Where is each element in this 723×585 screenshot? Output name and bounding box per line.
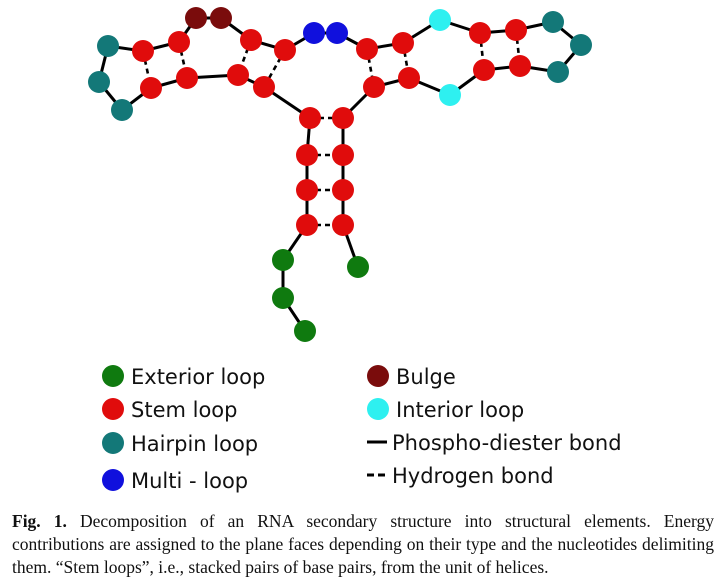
- caption-label: Fig. 1.: [12, 511, 67, 531]
- stem-nucleotide: [296, 179, 318, 201]
- stem-nucleotide: [332, 107, 354, 129]
- stem-nucleotide: [296, 214, 318, 236]
- legend-label: Multi - loop: [131, 469, 248, 493]
- rna-structure-diagram: Exterior loop Stem loop Hairpin loop Multi …: [88, 7, 622, 493]
- legend-item-stem: Stem loop: [102, 398, 237, 422]
- exterior-nucleotide: [294, 320, 316, 342]
- legend-label: Stem loop: [131, 398, 237, 422]
- legend-swatch-stem: [102, 398, 124, 420]
- multi-nucleotide: [303, 22, 325, 44]
- exterior-nucleotide: [347, 256, 369, 278]
- bulge-nucleotide: [210, 7, 232, 29]
- stem-nucleotide: [332, 214, 354, 236]
- stem-nucleotide: [274, 39, 296, 61]
- stem-nucleotide: [240, 29, 262, 51]
- hairpin-nucleotide: [88, 71, 110, 93]
- legend-swatch-bulge: [367, 365, 389, 387]
- stem-nucleotide: [132, 40, 154, 62]
- stem-nucleotide: [296, 144, 318, 166]
- hairpin-nucleotide: [542, 11, 564, 33]
- stem-nucleotide: [140, 77, 162, 99]
- caption-text: Decomposition of an RNA secondary struct…: [12, 511, 715, 577]
- interior-nucleotide: [429, 9, 451, 31]
- stem-nucleotide: [505, 19, 527, 41]
- legend-item-dashed: Hydrogen bond: [367, 464, 554, 488]
- legend-item-interior: Interior loop: [367, 398, 524, 422]
- legend-label: Phospho-diester bond: [392, 431, 622, 455]
- legend-swatch-multi: [102, 469, 124, 491]
- stem-nucleotide: [253, 76, 275, 98]
- hairpin-nucleotide: [547, 61, 569, 83]
- legend: Exterior loop Stem loop Hairpin loop Multi …: [102, 365, 622, 493]
- legend-label: Interior loop: [396, 398, 524, 422]
- stem-nucleotide: [356, 38, 378, 60]
- stem-nucleotide: [398, 67, 420, 89]
- exterior-nucleotide: [272, 287, 294, 309]
- legend-label: Bulge: [396, 365, 456, 389]
- hairpin-nucleotide: [97, 35, 119, 57]
- hairpin-nucleotide: [570, 34, 592, 56]
- stem-nucleotide: [168, 31, 190, 53]
- legend-item-hairpin: Hairpin loop: [102, 432, 258, 456]
- legend-item-multi: Multi - loop: [102, 469, 248, 493]
- legend-label: Hydrogen bond: [392, 464, 554, 488]
- legend-swatch-hairpin: [102, 432, 124, 454]
- stem-nucleotide: [332, 144, 354, 166]
- legend-item-solid: Phospho-diester bond: [367, 431, 622, 455]
- stem-nucleotide: [299, 107, 321, 129]
- figure-caption: Fig. 1. Decomposition of an RNA secondar…: [12, 510, 714, 579]
- nucleotide-layer: [88, 7, 592, 342]
- bond-layer: [97, 16, 583, 332]
- hydrogen-bond: [262, 49, 287, 88]
- multi-nucleotide: [326, 22, 348, 44]
- stem-nucleotide: [392, 32, 414, 54]
- stem-nucleotide: [509, 55, 531, 77]
- hairpin-nucleotide: [111, 99, 133, 121]
- legend-label: Hairpin loop: [131, 432, 258, 456]
- stem-nucleotide: [176, 67, 198, 89]
- hydrogen-bond: [365, 48, 376, 88]
- exterior-nucleotide: [272, 249, 294, 271]
- legend-swatch-interior: [367, 398, 389, 420]
- stem-nucleotide: [473, 59, 495, 81]
- stem-nucleotide: [227, 64, 249, 86]
- legend-item-exterior: Exterior loop: [102, 365, 265, 389]
- stem-nucleotide: [363, 76, 385, 98]
- interior-nucleotide: [439, 84, 461, 106]
- stem-nucleotide: [469, 22, 491, 44]
- legend-label: Exterior loop: [131, 365, 265, 389]
- bulge-nucleotide: [185, 7, 207, 29]
- legend-swatch-exterior: [102, 365, 124, 387]
- legend-item-bulge: Bulge: [367, 365, 456, 389]
- stem-nucleotide: [332, 179, 354, 201]
